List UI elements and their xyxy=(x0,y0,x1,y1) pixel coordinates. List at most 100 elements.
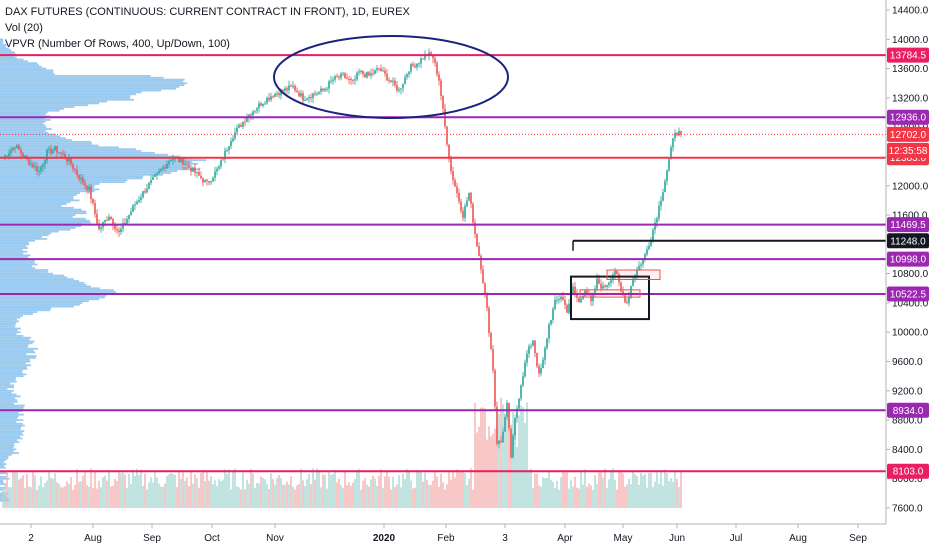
candle xyxy=(212,176,214,183)
candle xyxy=(664,178,666,193)
volume-bar xyxy=(262,478,264,508)
volume-bar xyxy=(414,487,416,508)
volume-bar xyxy=(320,487,322,508)
volume-bar xyxy=(360,489,362,508)
candle xyxy=(328,79,330,94)
candle-body xyxy=(392,80,394,82)
volume-bar xyxy=(334,469,336,508)
volume-profile-row xyxy=(0,455,9,458)
volume-bar xyxy=(546,477,548,508)
candle-body xyxy=(548,324,550,339)
candle xyxy=(676,131,678,137)
level-price-tag-text: 8934.0 xyxy=(893,406,924,417)
candle-body xyxy=(54,146,56,151)
volume-profile-row xyxy=(0,378,16,381)
candle-body xyxy=(36,166,38,172)
y-tick-label: 10000.0 xyxy=(892,328,929,339)
volume-bar xyxy=(614,479,616,508)
volume-profile-row xyxy=(0,333,17,335)
volume-bar xyxy=(326,488,328,508)
volume-profile-row xyxy=(0,406,24,409)
volume-bar xyxy=(378,475,380,508)
candle-body xyxy=(124,223,126,224)
candle xyxy=(270,92,272,102)
volume-bar xyxy=(348,482,350,508)
horizontal-levels[interactable] xyxy=(0,54,886,473)
vpvr-indicator-label[interactable]: VPVR (Number Of Rows, 400, Up/Down, 100) xyxy=(5,38,230,50)
volume-bar xyxy=(76,469,78,508)
volume-bar xyxy=(396,484,398,508)
volume-bar xyxy=(480,407,482,508)
candle-body xyxy=(450,158,452,172)
candle xyxy=(140,193,142,204)
volume-bar xyxy=(314,479,316,508)
volume-bar xyxy=(36,489,38,508)
volume-bar xyxy=(178,471,180,508)
candle xyxy=(286,86,288,95)
volume-bar xyxy=(470,468,472,508)
candle xyxy=(546,337,548,350)
level-price-tag-text: 13784.5 xyxy=(890,51,927,62)
volume-profile-row xyxy=(0,148,136,151)
candle-body xyxy=(382,70,384,72)
volume-bar xyxy=(572,486,574,508)
last-price-tag-bg xyxy=(887,126,929,142)
candle xyxy=(436,60,438,77)
candle-body xyxy=(642,258,644,265)
volume-profile-row xyxy=(0,75,151,77)
volume-bar xyxy=(616,489,618,508)
volume-bar xyxy=(488,426,490,508)
candle-body xyxy=(390,80,392,82)
candle xyxy=(654,218,656,235)
candle-body xyxy=(62,153,64,155)
candle xyxy=(118,227,120,237)
candle-body xyxy=(354,79,356,81)
symbol-title[interactable]: DAX FUTURES (CONTINUOUS: CURRENT CONTRAC… xyxy=(5,6,410,18)
volume-profile-row xyxy=(0,300,89,303)
volume-bar xyxy=(428,484,430,508)
drawings[interactable] xyxy=(273,35,661,321)
volume-profile-row xyxy=(0,263,38,266)
candle xyxy=(302,90,304,104)
volume-bar xyxy=(190,471,192,508)
candle-body xyxy=(540,368,542,374)
volume-bar xyxy=(660,470,662,508)
volume-profile-row xyxy=(0,144,99,147)
volume-profile-row xyxy=(0,433,24,436)
volume-bar xyxy=(350,485,352,508)
y-tick-label: 11600.0 xyxy=(892,211,928,222)
volume-bar xyxy=(206,471,208,508)
volume-bar xyxy=(12,471,14,508)
candle-body xyxy=(484,283,486,295)
candle xyxy=(362,70,364,78)
volume-profile-row xyxy=(0,355,37,357)
candle xyxy=(558,294,560,304)
volume-bar xyxy=(416,469,418,508)
y-tick-label: 14400.0 xyxy=(892,6,929,17)
candle xyxy=(448,144,450,163)
y-tick-label: 10800.0 xyxy=(892,269,929,280)
volume-profile-row xyxy=(0,303,80,306)
candle-body xyxy=(300,93,302,97)
candle xyxy=(44,158,46,169)
volume-indicator-label[interactable]: Vol (20) xyxy=(5,22,43,34)
volume-profile-row xyxy=(0,428,21,431)
candle xyxy=(666,169,668,186)
candle-body xyxy=(264,103,266,105)
candle-body xyxy=(148,183,150,189)
level-price-tag: 10522.5 xyxy=(887,286,929,302)
volume-bar xyxy=(646,487,648,508)
candle xyxy=(572,282,574,295)
volume-bar xyxy=(264,479,266,508)
candle-body xyxy=(366,72,368,78)
volume-bar xyxy=(484,408,486,508)
candle-body xyxy=(150,180,152,183)
volume-profile-row xyxy=(0,76,164,79)
volume-bar xyxy=(680,470,682,508)
candle xyxy=(488,305,490,337)
time-axis[interactable]: 2 Aug Sep Oct Nov 2020 Feb 3 Apr May Jun Jul Aug Sep xyxy=(0,523,886,544)
candle-body xyxy=(64,153,66,159)
volume-bar xyxy=(604,468,606,508)
candle xyxy=(48,145,50,154)
